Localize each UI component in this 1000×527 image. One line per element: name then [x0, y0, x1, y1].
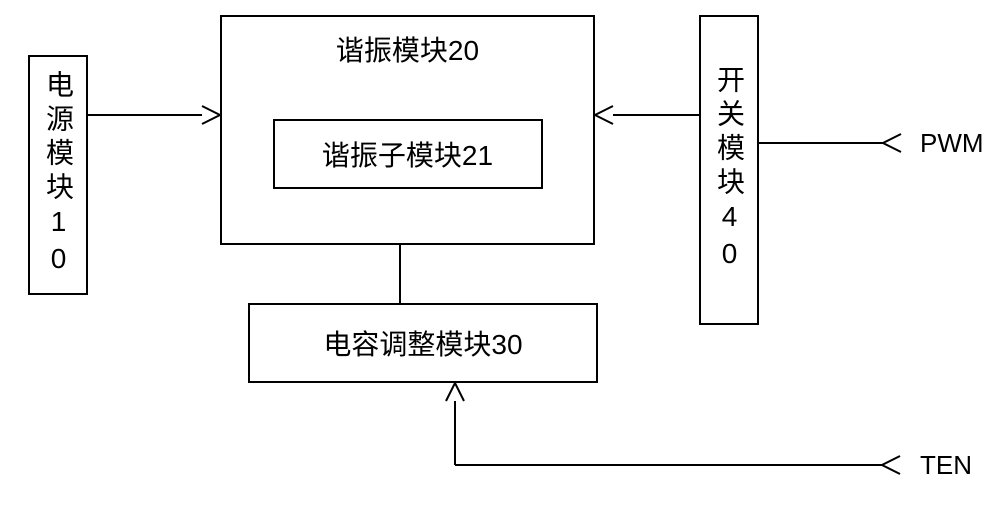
block-diagram: 电源模块10 谐振模块20 谐振子模块21 开关模块40 电容调整模块30 PW…	[0, 0, 1000, 527]
arrow-ten-to-cap	[446, 383, 900, 474]
resonator-module-block: 谐振子模块21	[273, 119, 543, 189]
arrow-switch-to-resonance	[595, 106, 699, 124]
cap-adjust-module-block: 电容调整模块30	[248, 303, 598, 383]
power-module-label: 电源模块10	[38, 70, 78, 280]
switch-module-label: 开关模块40	[709, 65, 749, 275]
resonance-module-block: 谐振模块20 谐振子模块21	[220, 15, 595, 245]
arrow-pwm-to-switch	[759, 134, 901, 152]
arrow-power-to-resonance	[88, 106, 220, 124]
cap-adjust-module-label: 电容调整模块30	[323, 323, 522, 363]
switch-module-block: 开关模块40	[699, 15, 759, 325]
resonator-module-label: 谐振子模块21	[322, 134, 493, 174]
resonance-module-label: 谐振模块20	[336, 29, 479, 69]
ten-signal-label: TEN	[920, 450, 972, 481]
power-module-block: 电源模块10	[28, 55, 88, 295]
pwm-signal-label: PWM	[920, 128, 984, 159]
